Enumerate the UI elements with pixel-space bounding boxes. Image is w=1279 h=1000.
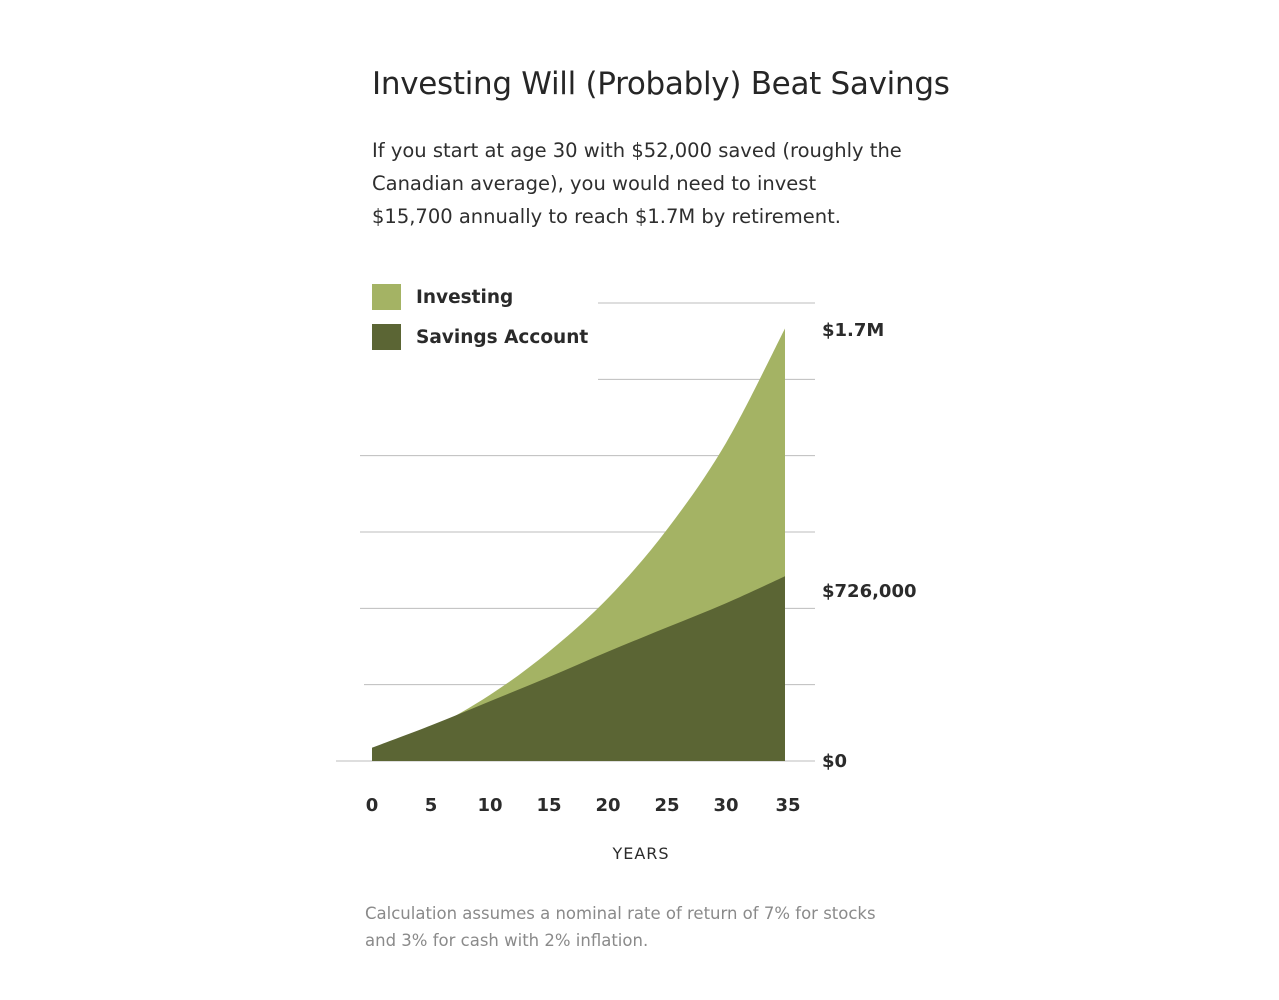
legend: Investing Savings Account (372, 284, 588, 364)
value-label-max: $1.7M (822, 320, 884, 341)
area-savings (372, 576, 785, 761)
legend-label-savings: Savings Account (416, 326, 589, 348)
x-tick-label: 25 (654, 795, 679, 816)
x-tick-label: 0 (366, 795, 379, 816)
x-tick-label: 5 (425, 795, 438, 816)
x-tick-label: 15 (536, 795, 561, 816)
legend-item-savings: Savings Account (372, 324, 588, 350)
value-label-zero: $0 (822, 751, 847, 772)
x-tick-label: 10 (477, 795, 502, 816)
x-axis-title: YEARS (611, 844, 669, 863)
value-label-savings-end: $726,000 (822, 581, 917, 602)
x-tick-label: 30 (713, 795, 738, 816)
chart-title: Investing Will (Probably) Beat Savings (372, 66, 950, 102)
legend-label-investing: Investing (416, 286, 514, 308)
footnote: Calculation assumes a nominal rate of re… (365, 904, 876, 950)
legend-item-investing: Investing (372, 284, 588, 310)
chart-subtitle: If you start at age 30 with $52,000 save… (372, 139, 902, 228)
x-tick-label: 20 (595, 795, 620, 816)
x-tick-label: 35 (775, 795, 800, 816)
legend-swatch-investing (372, 284, 401, 310)
legend-swatch-savings (372, 324, 401, 350)
